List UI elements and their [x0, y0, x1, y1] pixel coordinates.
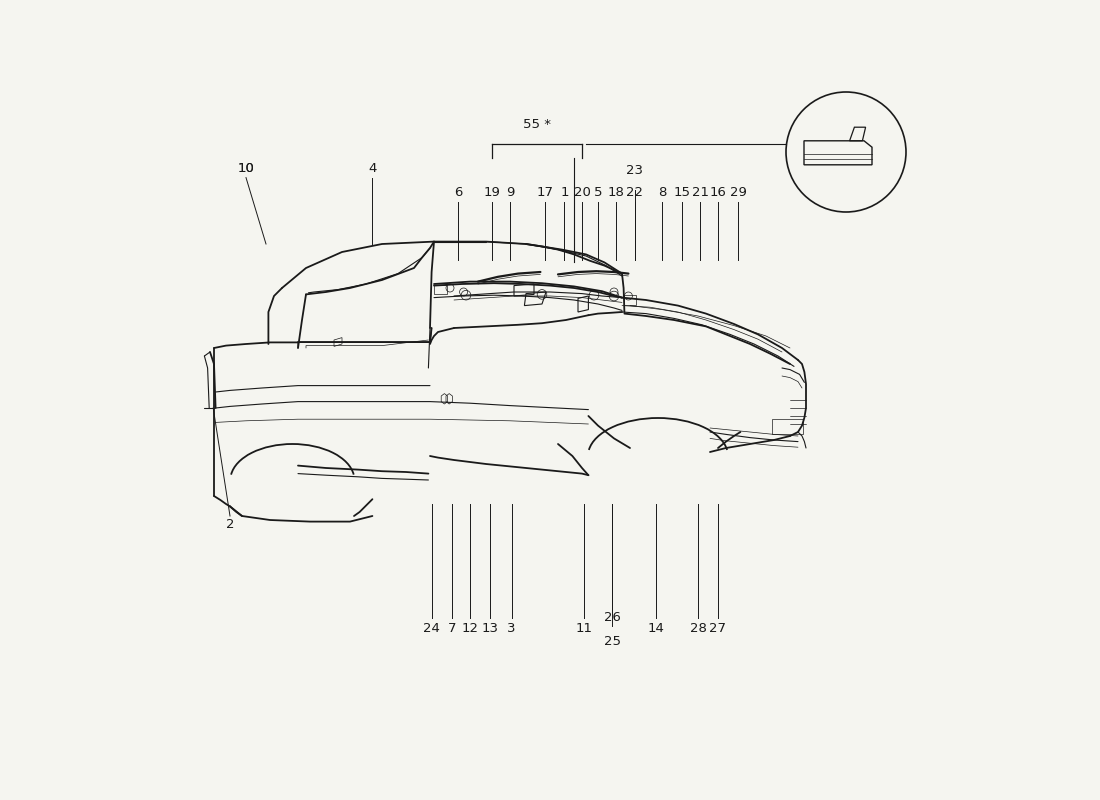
- Text: 26: 26: [604, 611, 620, 624]
- Text: 15: 15: [673, 186, 691, 198]
- Text: 21: 21: [692, 186, 708, 198]
- Text: 12: 12: [462, 622, 478, 634]
- Text: 9: 9: [506, 186, 514, 198]
- Text: 29: 29: [729, 186, 747, 198]
- Text: 11: 11: [575, 622, 592, 634]
- Text: 4: 4: [368, 162, 376, 174]
- Text: 28: 28: [690, 622, 706, 634]
- Text: 10: 10: [238, 162, 254, 174]
- Text: 14: 14: [647, 622, 664, 634]
- Text: 16: 16: [710, 186, 726, 198]
- Text: 22: 22: [626, 186, 644, 198]
- Text: 5: 5: [594, 186, 603, 198]
- Bar: [772, 419, 803, 434]
- Text: 7: 7: [448, 622, 456, 634]
- Bar: [434, 285, 447, 294]
- Text: 24: 24: [424, 622, 440, 634]
- Text: 55 *: 55 *: [522, 118, 551, 131]
- Text: 25: 25: [604, 635, 620, 648]
- Text: 17: 17: [537, 186, 553, 198]
- Text: 27: 27: [710, 622, 726, 634]
- Text: 8: 8: [658, 186, 667, 198]
- Text: 13: 13: [482, 622, 498, 634]
- Bar: [624, 295, 637, 305]
- Text: 3: 3: [507, 622, 516, 634]
- Text: 1: 1: [560, 186, 569, 198]
- Text: 2: 2: [226, 518, 234, 530]
- Text: 18: 18: [607, 186, 624, 198]
- Text: 10: 10: [238, 162, 254, 174]
- Text: 23: 23: [626, 164, 644, 177]
- Text: 6: 6: [454, 186, 462, 198]
- Text: 19: 19: [483, 186, 500, 198]
- Text: 20: 20: [573, 186, 591, 198]
